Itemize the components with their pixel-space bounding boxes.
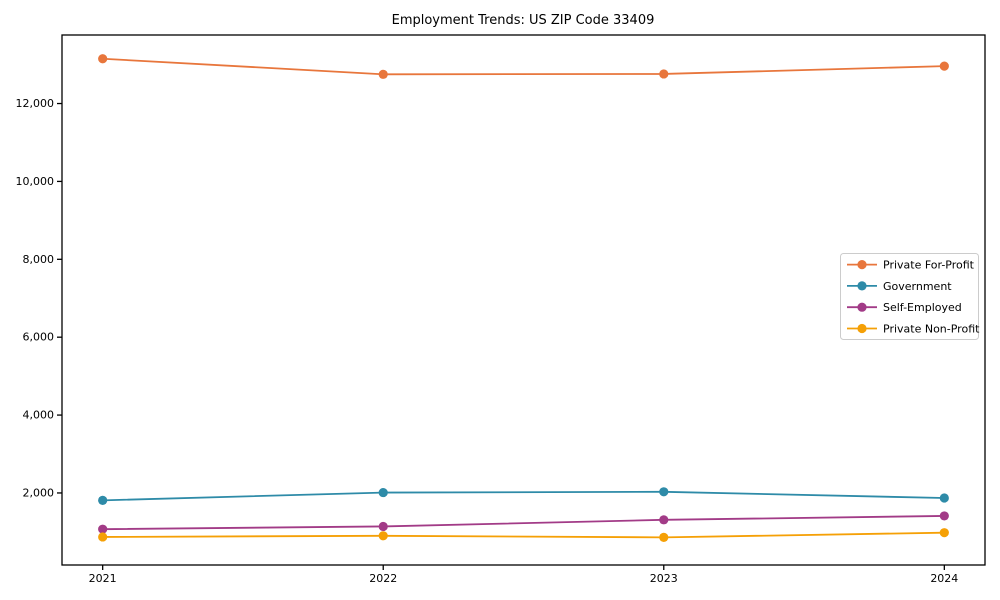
series-marker-private-non-profit [939,528,949,538]
legend-label-private-non-profit: Private Non-Profit [883,323,980,336]
legend-label-government: Government [883,280,952,293]
series-marker-self-employed [939,511,949,521]
y-tick-label: 2,000 [23,486,55,499]
legend-label-self-employed: Self-Employed [883,301,962,314]
series-marker-government [659,487,669,497]
chart-title: Employment Trends: US ZIP Code 33409 [392,13,655,28]
series-marker-government [378,487,388,498]
legend-box [840,253,979,340]
legend-item-private-non-profit: Private Non-Profit [847,323,980,336]
series-marker-self-employed [659,515,669,525]
series-marker-private-for-profit [378,69,388,79]
series-marker-private-for-profit [659,69,669,79]
legend: Private For-Profit Government Self-Employe… [840,253,980,340]
series-line-private-non-profit [102,531,945,539]
y-tick-label: 4,000 [23,409,55,422]
series-line-self-employed [102,515,945,531]
legend-marker-private-non-profit [857,323,867,334]
series-marker-private-for-profit [939,61,949,71]
y-tick-label: 12,000 [16,97,55,110]
series-marker-government [939,493,949,503]
legend-marker-government [857,281,867,291]
series-marker-private-non-profit [659,532,669,542]
series-marker-self-employed [98,524,108,534]
x-tick-label: 2022 [369,572,397,585]
series-marker-private-for-profit [98,54,108,64]
plot-background [62,35,985,565]
axes-frame [61,34,986,566]
series-marker-self-employed [378,521,388,532]
legend-marker-self-employed [857,302,867,312]
x-tick-label: 2021 [89,572,117,585]
y-axis: 2,000 4,000 6,000 8,000 10,000 12,000 [16,97,62,499]
legend-label-private-for-profit: Private For-Profit [883,259,975,272]
y-tick-label: 6,000 [23,331,55,344]
plot-area [62,35,985,565]
x-tick-label: 2023 [650,572,678,585]
legend-marker-private-for-profit [857,260,867,270]
series-marker-private-non-profit [98,532,108,542]
series-line-government [102,490,945,502]
axes-spines [61,34,986,566]
y-tick-label: 10,000 [16,175,55,188]
series-line-private-for-profit [102,57,945,76]
series-marker-government [98,495,108,505]
x-tick-label: 2024 [930,572,958,585]
series-group [98,54,949,542]
legend-item-government: Government [847,280,952,293]
legend-item-private-for-profit: Private For-Profit [847,259,975,272]
series-marker-private-non-profit [378,531,388,541]
y-tick-label: 8,000 [23,253,55,266]
legend-item-self-employed: Self-Employed [847,301,962,314]
x-axis: 2021 2022 2023 2024 [89,565,958,585]
